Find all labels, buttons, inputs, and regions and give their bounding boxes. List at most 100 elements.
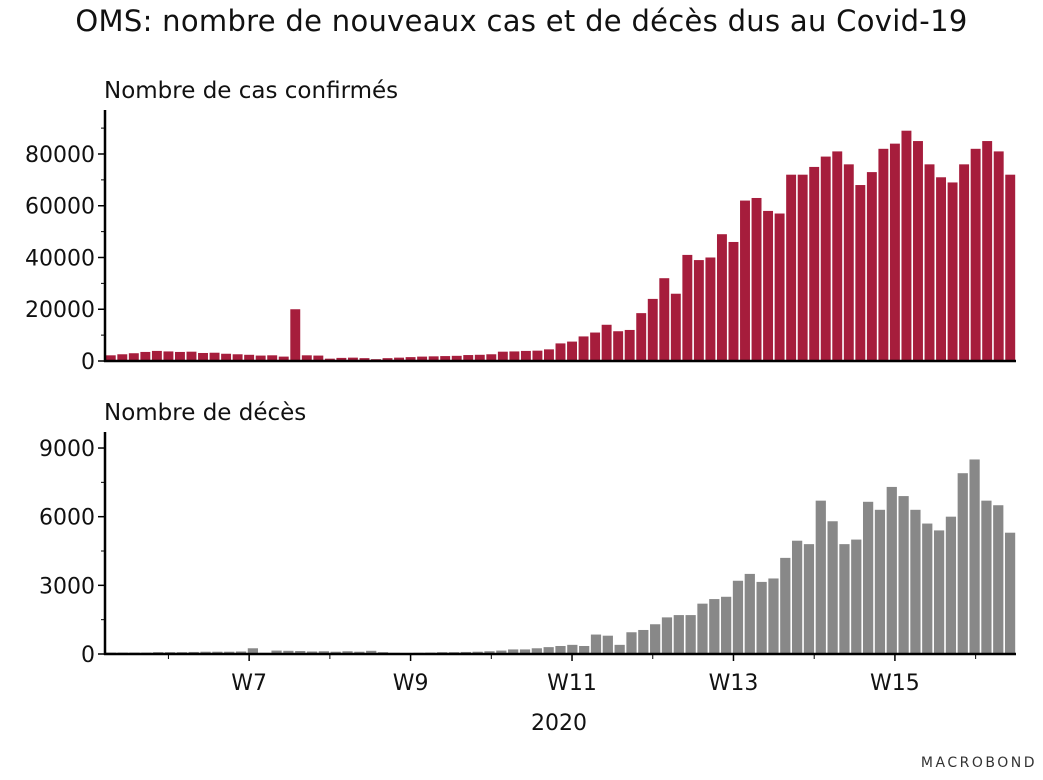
cases-bar <box>428 356 439 361</box>
cases-bar <box>509 351 520 361</box>
cases-bar <box>809 166 820 361</box>
cases-y-axis: 0 20000 40000 60000 80000 <box>25 110 1016 375</box>
deaths-bar <box>638 629 649 654</box>
deaths-bar <box>933 530 945 654</box>
cases-bar <box>440 356 451 361</box>
cases-bar <box>151 350 162 361</box>
cases-bar <box>947 182 958 361</box>
deaths-y-tick-label: 0 <box>81 643 95 668</box>
deaths-bar <box>673 615 684 654</box>
cases-bar <box>417 356 428 361</box>
macrobond-watermark: MACROBOND <box>920 755 1037 771</box>
deaths-bar <box>626 632 637 654</box>
deaths-bar <box>981 500 992 654</box>
cases-bar <box>255 355 266 361</box>
deaths-bar <box>318 651 329 654</box>
deaths-bar <box>957 473 968 654</box>
cases-bar <box>532 350 543 361</box>
cases-bar <box>186 351 197 361</box>
cases-bar <box>221 353 232 361</box>
deaths-bar <box>839 544 850 654</box>
cases-bar <box>394 357 405 361</box>
deaths-bar <box>827 521 838 654</box>
cases-bar <box>832 151 843 361</box>
cases-bar <box>497 351 508 361</box>
cases-bar <box>670 293 681 361</box>
cases-bar <box>1005 174 1016 361</box>
deaths-bar <box>792 540 803 654</box>
cases-bar <box>936 177 947 361</box>
cases-bar <box>716 234 727 361</box>
deaths-bar <box>1004 532 1016 654</box>
cases-bar <box>970 148 981 361</box>
deaths-bar <box>306 651 318 654</box>
deaths-bar <box>732 580 744 654</box>
cases-bar <box>405 357 416 361</box>
deaths-bar <box>271 650 282 654</box>
cases-bar <box>624 329 635 361</box>
x-tick-label: W15 <box>870 671 920 696</box>
cases-panel: Nombre de cas confirmés 0 20000 40000 60000… <box>25 78 1016 375</box>
cases-bar <box>982 141 993 361</box>
deaths-y-tick-label: 3000 <box>39 574 95 599</box>
deaths-panel: Nombre de décès 0 3000 6000 9000 <box>39 400 1016 668</box>
deaths-y-axis: 0 3000 6000 9000 <box>39 432 1016 668</box>
cases-bar <box>636 313 647 361</box>
x-axis: W7 W9 W11 W13 W15 <box>167 654 977 696</box>
cases-bar <box>613 331 624 361</box>
deaths-bar <box>815 500 826 654</box>
deaths-bar <box>886 486 897 654</box>
cases-y-tick-label: 20000 <box>25 298 95 323</box>
deaths-bar <box>851 539 862 654</box>
deaths-panel-title: Nombre de décès <box>104 400 306 426</box>
cases-bar <box>463 355 474 361</box>
cases-bar <box>567 341 577 361</box>
cases-bar <box>313 355 324 361</box>
cases-y-tick-label: 80000 <box>25 143 95 168</box>
cases-bar <box>843 164 854 361</box>
cases-bar <box>474 354 485 361</box>
cases-y-tick-label: 60000 <box>25 195 95 220</box>
deaths-bar <box>862 501 874 654</box>
cases-bar <box>878 148 889 361</box>
deaths-bars <box>105 459 1016 654</box>
deaths-y-tick-label: 6000 <box>39 506 95 531</box>
deaths-bar <box>780 557 791 654</box>
deaths-bar <box>721 596 732 654</box>
deaths-bar <box>922 523 933 654</box>
cases-bar <box>301 355 312 361</box>
cases-bar <box>555 343 566 361</box>
cases-bar <box>659 278 670 361</box>
deaths-bar <box>993 505 1004 654</box>
deaths-bar <box>579 645 590 654</box>
cases-bar <box>198 352 208 361</box>
deaths-bar <box>709 599 720 654</box>
cases-bar <box>889 143 900 361</box>
cases-bar <box>520 350 531 361</box>
cases-bar <box>601 324 612 361</box>
cases-bar <box>590 332 601 361</box>
cases-bar <box>959 164 970 361</box>
cases-bar <box>855 185 866 361</box>
deaths-bar <box>543 647 554 654</box>
deaths-bar <box>602 635 613 654</box>
x-tick-label: W9 <box>393 671 429 696</box>
cases-y-tick-label: 0 <box>81 350 95 375</box>
cases-bar <box>774 213 785 361</box>
deaths-bar <box>685 615 696 654</box>
cases-bar <box>578 336 589 361</box>
cases-bar <box>486 354 497 361</box>
cases-bar <box>797 174 808 361</box>
cases-bar <box>544 349 554 361</box>
cases-bar <box>347 357 358 361</box>
cases-bar <box>117 354 128 361</box>
cases-bar <box>278 356 289 361</box>
cases-bar <box>924 164 935 361</box>
cases-bar <box>913 141 923 361</box>
cases-bars <box>105 130 1016 361</box>
cases-panel-title: Nombre de cas confirmés <box>104 78 398 104</box>
cases-bar <box>382 358 393 361</box>
deaths-bar <box>650 624 661 654</box>
deaths-bar <box>697 603 708 654</box>
deaths-bar <box>295 651 306 654</box>
